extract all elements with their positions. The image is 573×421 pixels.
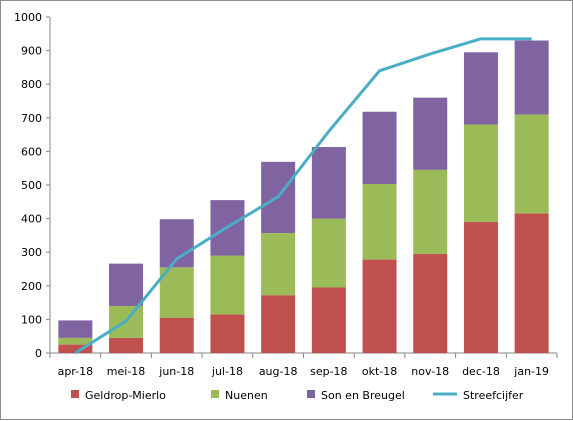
bar-segment: [514, 213, 549, 353]
y-tick-label: 900: [21, 45, 42, 58]
y-tick-label: 1000: [14, 11, 42, 24]
y-tick-label: 800: [21, 78, 42, 91]
y-tick-label: 600: [21, 145, 42, 158]
bar-segment: [362, 111, 397, 184]
y-tick-label: 700: [21, 112, 42, 125]
series-line: [74, 37, 532, 355]
bar-segment: [109, 263, 144, 306]
bar-segment: [58, 320, 93, 338]
bar-segment: [261, 233, 296, 296]
bar-segment: [514, 40, 549, 115]
target-line: [74, 37, 532, 355]
bar-segment: [463, 52, 498, 125]
bar-segment: [362, 183, 397, 260]
bar-segment: [413, 253, 448, 353]
bar-segment: [362, 259, 397, 353]
bar-segment: [58, 337, 93, 345]
x-tick-label: okt-18: [362, 365, 397, 378]
y-tick-label: 100: [21, 313, 42, 326]
x-tick-label: nov-18: [411, 365, 449, 378]
legend-label: Geldrop-Mierlo: [85, 389, 166, 402]
bar-segment: [159, 267, 194, 318]
tick-labels: 0 100 200 300 400 500 600 700 800 900 1000 apr-18 me…: [14, 11, 549, 378]
bar-segment: [463, 221, 498, 353]
bar-segment: [210, 314, 245, 353]
y-tick-label: 500: [21, 179, 42, 192]
x-tick-label: sep-18: [310, 365, 347, 378]
legend-swatch: [307, 390, 315, 398]
x-tick-label: jan-19: [513, 365, 549, 378]
legend-label: Streefcijfer: [463, 389, 524, 402]
bar-segment: [109, 337, 144, 353]
bar-segment: [261, 295, 296, 353]
bar-segment: [58, 344, 93, 353]
x-tick-label: dec-18: [462, 365, 500, 378]
y-tick-label: 0: [35, 347, 42, 360]
legend-swatch: [71, 390, 79, 398]
bars: [58, 40, 549, 353]
x-tick-label: jul-18: [211, 365, 243, 378]
x-tick-label: jun-18: [158, 365, 194, 378]
bar-segment: [413, 97, 448, 170]
bar-segment: [514, 114, 549, 214]
bar-segment: [463, 124, 498, 222]
bar-segment: [311, 147, 346, 219]
legend-swatch: [211, 390, 219, 398]
bar-segment: [413, 169, 448, 254]
legend-label: Son en Breugel: [321, 389, 405, 402]
x-tick-label: aug-18: [259, 365, 298, 378]
x-tick-label: apr-18: [58, 365, 94, 378]
bar-segment: [311, 218, 346, 288]
x-tick-label: mei-18: [107, 365, 146, 378]
bar-segment: [159, 317, 194, 353]
y-tick-label: 300: [21, 246, 42, 259]
bar-segment: [210, 255, 245, 315]
legend: Geldrop-Mierlo Nuenen Son en Breugel Streef…: [71, 389, 524, 402]
bar-segment: [311, 287, 346, 353]
y-tick-label: 400: [21, 213, 42, 226]
legend-label: Nuenen: [225, 389, 268, 402]
y-tick-label: 200: [21, 280, 42, 293]
